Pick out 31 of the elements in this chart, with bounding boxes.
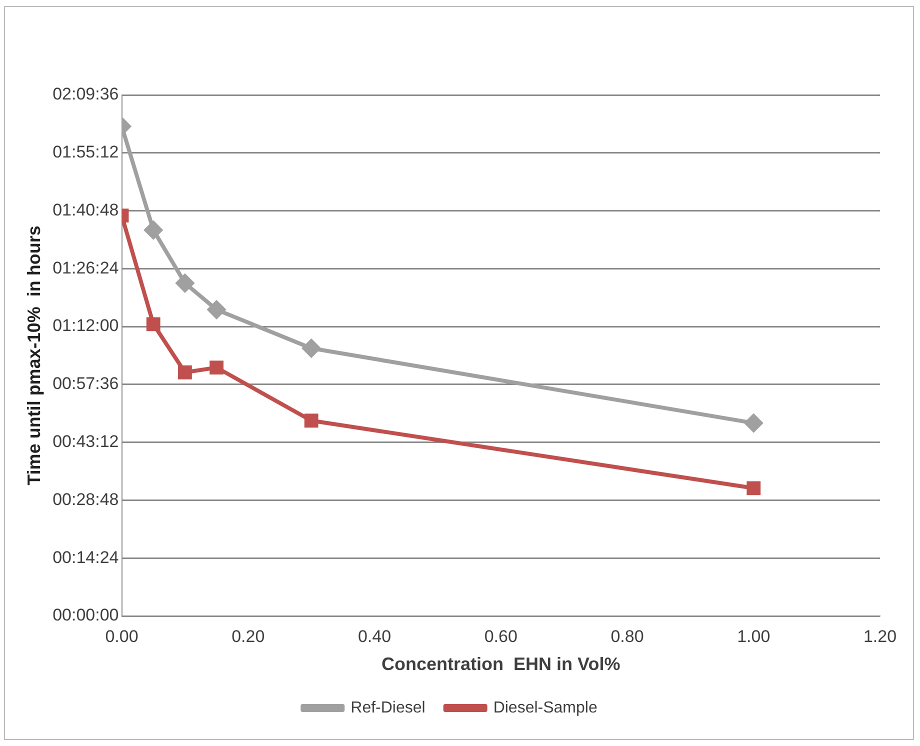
y-tick-label: 00:28:48: [52, 490, 119, 509]
point: [304, 414, 318, 428]
x-tick-label: 0.40: [358, 626, 392, 646]
y-tick-label: 00:57:36: [52, 374, 119, 394]
point: [210, 360, 224, 375]
x-tick-label: 0.20: [232, 626, 265, 646]
point: [146, 317, 160, 332]
x-axis-title: Concentration EHN in Vol%: [382, 654, 620, 674]
point: [144, 221, 162, 240]
x-tick-label: 1.00: [737, 626, 770, 646]
x-tick-label: 0.00: [105, 626, 138, 646]
y-tick-label: 01:55:12: [52, 142, 119, 162]
y-tick-label: 01:26:24: [52, 258, 119, 278]
y-tick-label: 00:14:24: [52, 548, 119, 567]
x-tick-label: 1.20: [863, 626, 897, 646]
x-tick-label: 0.60: [484, 626, 518, 646]
point: [176, 274, 194, 292]
legend-label: Ref-Diesel: [350, 699, 426, 716]
point: [178, 365, 192, 380]
point: [208, 300, 226, 319]
y-tick-label: 01:40:48: [52, 200, 119, 220]
y-tick-label: 02:09:36: [52, 84, 119, 104]
y-axis-title: Time until pmax-10% in hours: [24, 226, 44, 486]
point: [744, 414, 763, 432]
x-tick-label: 0.80: [610, 626, 644, 646]
point: [746, 481, 761, 496]
y-tick-label: 00:43:12: [52, 432, 119, 452]
legend-label: Diesel-Sample: [493, 699, 598, 716]
y-tick-label: 01:12:00: [52, 316, 119, 336]
y-tick-label: 00:00:00: [52, 606, 119, 625]
point: [302, 339, 320, 358]
